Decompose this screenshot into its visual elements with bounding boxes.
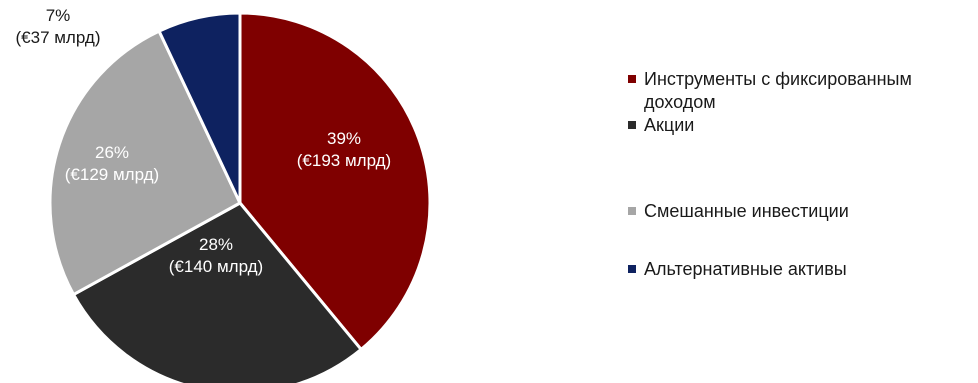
legend-item-fixed-income: Инструменты с фиксированным доходом xyxy=(628,68,974,114)
legend-swatch-alternative xyxy=(628,265,636,273)
slice-label-pct-mixed: 26% xyxy=(95,143,129,162)
legend-label-alternative: Альтернативные активы xyxy=(644,259,847,279)
slice-label-pct-equities: 28% xyxy=(199,235,233,254)
pie-slice-mixed xyxy=(48,29,242,297)
legend-label-equities: Акции xyxy=(644,115,695,135)
slice-label-pct-fixed-income: 39% xyxy=(327,129,361,148)
legend-item-equities: Акции xyxy=(628,114,974,137)
slice-label-amount-fixed-income: (€193 млрд) xyxy=(297,151,391,170)
legend-label-fixed-income: Инструменты с фиксированным доходом xyxy=(644,69,912,112)
legend-item-mixed: Смешанные инвестиции xyxy=(628,200,974,223)
legend-item-alternative: Альтернативные активы xyxy=(628,258,974,281)
pie-slice-fixed-income xyxy=(238,11,432,351)
legend-swatch-equities xyxy=(628,121,636,129)
slice-label-amount-mixed: (€129 млрд) xyxy=(65,165,159,184)
legend-swatch-mixed xyxy=(628,207,636,215)
pie-slice-alternative xyxy=(157,11,242,205)
legend-label-mixed: Смешанные инвестиции xyxy=(644,201,849,221)
slice-label-amount-equities: (€140 млрд) xyxy=(169,257,263,276)
slice-label-pct-alternative: 7% xyxy=(46,6,71,25)
pie-slice-equities xyxy=(72,201,363,383)
legend-swatch-fixed-income xyxy=(628,75,636,83)
slice-label-amount-alternative: (€37 млрд) xyxy=(16,28,101,47)
